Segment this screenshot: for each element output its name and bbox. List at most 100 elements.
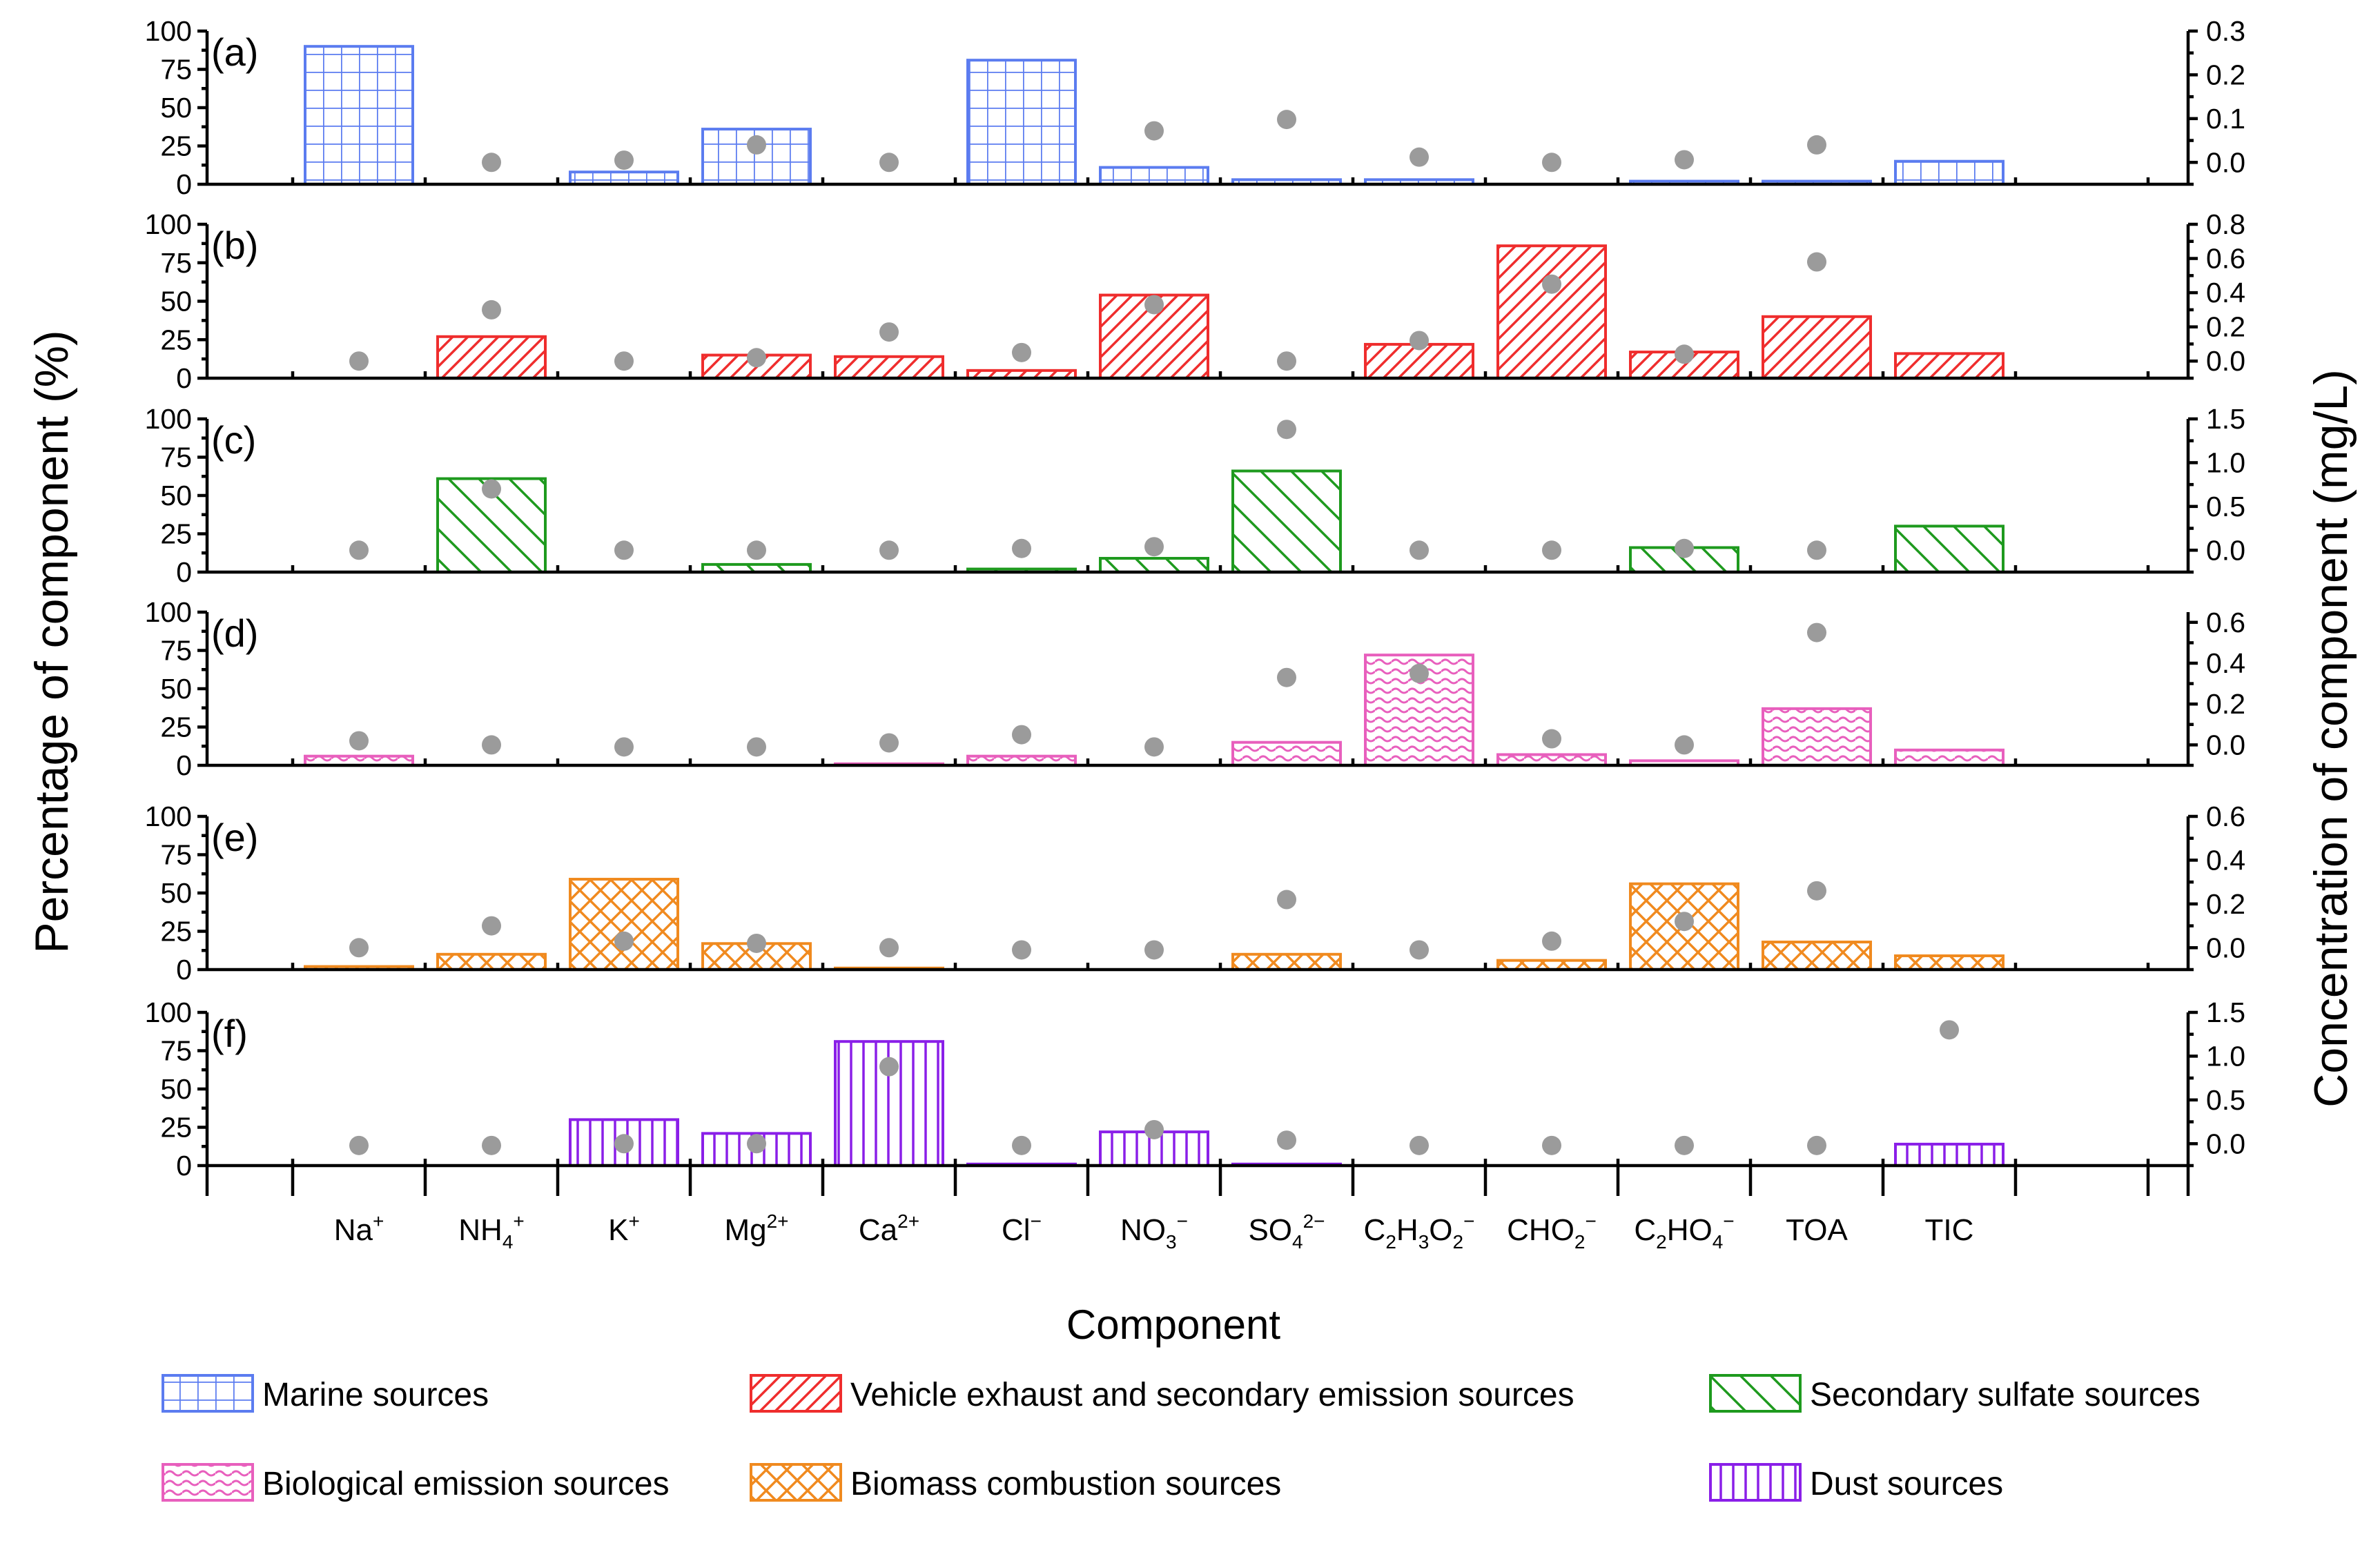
concentration-dot-1	[482, 300, 501, 320]
legend-item: Biomass combustion sources	[750, 1463, 1281, 1502]
right-tick-label: 1.0	[2206, 446, 2245, 478]
bar-9	[1496, 244, 1607, 380]
category-label: Na+​	[334, 1210, 384, 1247]
concentration-dot-10	[1675, 344, 1694, 364]
legend-swatch	[1709, 1374, 1802, 1413]
left-tick-label: 0	[176, 556, 192, 588]
right-tick-label: 0.6	[2206, 243, 2245, 275]
panel-a: 100 75 50 25 0 0.3 0.2 0.1 0.0 (a)	[145, 15, 2245, 200]
right-tick-label: 0.4	[2206, 647, 2245, 679]
left-tick-label: 25	[160, 916, 192, 948]
concentration-dot-8	[1410, 331, 1429, 351]
legend: Marine sources Vehicle exhaust and second…	[162, 1374, 2201, 1502]
bar-12	[1894, 1142, 2005, 1168]
x-axis-title: Component	[1066, 1302, 1281, 1348]
left-tick-label: 25	[160, 1112, 192, 1144]
concentration-dot-3	[747, 135, 766, 155]
left-tick-label: 0	[176, 749, 192, 781]
concentration-dot-11	[1807, 622, 1826, 642]
bar-7	[1231, 469, 1342, 573]
bar-1	[436, 335, 547, 380]
concentration-dot-0	[349, 731, 369, 751]
bar-5	[966, 59, 1077, 186]
right-tick-label: 0.6	[2206, 801, 2245, 832]
bar-2	[569, 878, 679, 972]
concentration-dot-10	[1675, 538, 1694, 558]
legend-label: Biological emission sources	[262, 1466, 670, 1502]
category-label: CHO2−​	[1507, 1210, 1597, 1253]
right-tick-label: 0.2	[2206, 888, 2245, 920]
concentration-dot-9	[1542, 153, 1561, 173]
left-tick-label: 75	[160, 839, 192, 871]
bar-7	[1231, 952, 1342, 972]
left-tick-label: 100	[145, 997, 192, 1028]
right-tick-label: 0.4	[2206, 277, 2245, 308]
left-tick-label: 25	[160, 518, 192, 550]
concentration-dot-2	[614, 737, 634, 757]
left-tick-label: 25	[160, 324, 192, 355]
left-tick-label: 50	[160, 673, 192, 705]
left-tick-label: 50	[160, 480, 192, 511]
bar-11	[1762, 315, 1872, 380]
concentration-dot-7	[1277, 420, 1296, 440]
left-tick-label: 100	[145, 15, 192, 47]
concentration-dot-5	[1012, 1135, 1031, 1155]
concentration-dot-3	[747, 933, 766, 953]
left-tick-label: 75	[160, 442, 192, 473]
concentration-dot-1	[482, 479, 501, 499]
legend-label: Dust sources	[1810, 1466, 2003, 1502]
legend-label: Biomass combustion sources	[850, 1466, 1281, 1502]
concentration-dot-2	[614, 540, 634, 560]
concentration-dot-2	[614, 931, 634, 951]
panel-label: (e)	[211, 816, 258, 859]
concentration-dot-4	[879, 540, 899, 560]
legend-swatch	[1709, 1463, 1802, 1502]
category-label: NO3−​	[1120, 1210, 1188, 1253]
concentration-dot-11	[1807, 540, 1826, 560]
concentration-dot-1	[482, 735, 501, 755]
concentration-dot-7	[1277, 351, 1296, 371]
concentration-dot-0	[349, 540, 369, 560]
legend-label: Secondary sulfate sources	[1810, 1377, 2201, 1413]
left-tick-label: 25	[160, 711, 192, 743]
left-tick-label: 0	[176, 954, 192, 985]
concentration-dot-0	[349, 1135, 369, 1155]
legend-swatch	[750, 1463, 842, 1502]
bar-12	[1894, 748, 2005, 767]
concentration-dot-8	[1410, 540, 1429, 560]
concentration-dot-6	[1144, 737, 1164, 757]
concentration-dot-9	[1542, 1135, 1561, 1155]
bar-12	[1894, 954, 2005, 972]
left-tick-label: 100	[145, 801, 192, 832]
concentration-dot-6	[1144, 940, 1164, 960]
concentration-dot-5	[1012, 940, 1031, 960]
right-tick-label: 0.0	[2206, 729, 2245, 760]
left-tick-label: 75	[160, 247, 192, 279]
concentration-dot-9	[1542, 729, 1561, 749]
panel-label: (b)	[211, 224, 258, 267]
category-label: C2HO4−​	[1634, 1210, 1734, 1253]
bar-11	[1762, 941, 1872, 972]
panel-b: 100 75 50 25 0 0.80.60.40.20.0 (b)	[145, 208, 2245, 394]
bar-6	[1099, 166, 1209, 186]
legend-label: Vehicle exhaust and secondary emission s…	[850, 1377, 1574, 1413]
right-tick-label: 0.2	[2206, 688, 2245, 720]
bar-9	[1496, 753, 1607, 767]
concentration-dot-1	[482, 1135, 501, 1155]
category-label: TIC	[1925, 1213, 1974, 1247]
panel-e: 100 75 50 25 0 0.6 0.4 0.2 0.0 (e)	[145, 801, 2245, 985]
bar-2	[569, 170, 679, 186]
concentration-dot-4	[879, 153, 899, 173]
concentration-dot-4	[879, 1057, 899, 1077]
right-tick-label: 0.5	[2206, 1084, 2245, 1116]
category-label: SO42−​	[1248, 1210, 1325, 1253]
concentration-dot-0	[349, 351, 369, 371]
right-tick-label: 0.6	[2206, 607, 2245, 638]
left-tick-label: 100	[145, 403, 192, 435]
category-label: Cl−​	[1002, 1210, 1042, 1247]
concentration-dot-5	[1012, 725, 1031, 745]
concentration-dot-10	[1675, 1135, 1694, 1155]
panel-label: (d)	[211, 611, 258, 655]
right-tick-label: 0.2	[2206, 59, 2245, 90]
concentration-dot-8	[1410, 147, 1429, 167]
